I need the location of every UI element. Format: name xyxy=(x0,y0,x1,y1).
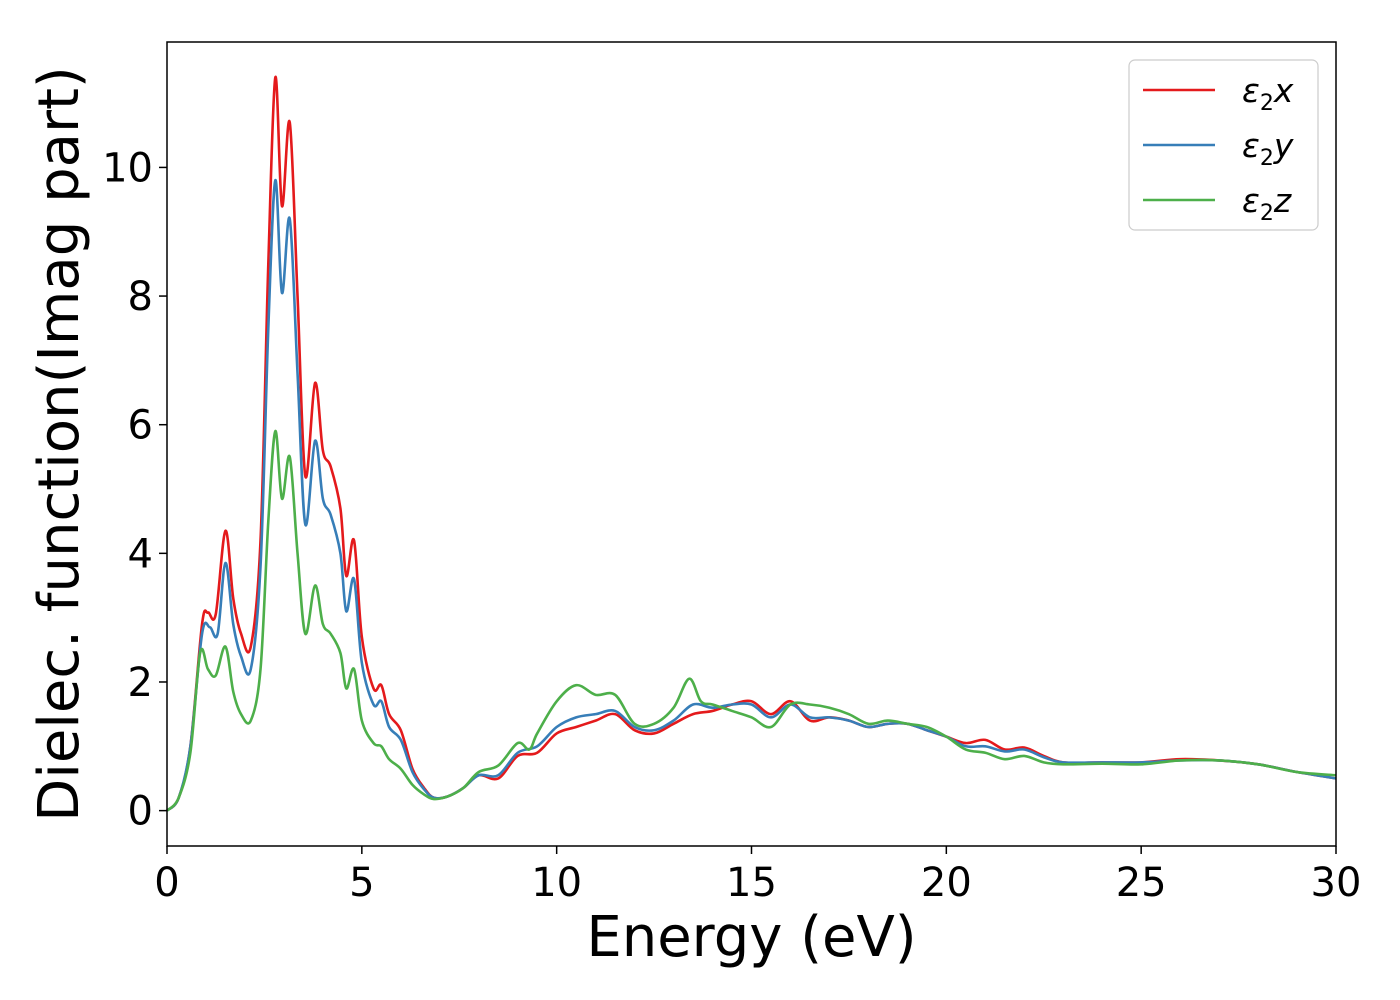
x-tick-label: 10 xyxy=(531,860,582,906)
x-tick-label: 0 xyxy=(154,860,179,906)
y-tick-label: 2 xyxy=(128,660,153,706)
x-tick-label: 30 xyxy=(1311,860,1362,906)
legend-box xyxy=(1128,59,1319,231)
legend-label-subscript: 2 xyxy=(1260,146,1274,171)
y-tick-label: 8 xyxy=(128,274,153,320)
y-tick-label: 4 xyxy=(128,531,153,577)
legend-label-symbol: ε xyxy=(1242,181,1260,220)
legend-label-symbol: ε xyxy=(1242,71,1260,110)
y-tick-label: 0 xyxy=(128,789,153,835)
legend-label-component: y xyxy=(1273,126,1294,165)
series-line-z xyxy=(166,429,1337,812)
x-tick-label: 15 xyxy=(726,860,777,906)
series-layer xyxy=(166,76,1337,812)
y-tick-label: 10 xyxy=(102,145,153,191)
y-tick-label: 6 xyxy=(128,403,153,449)
series-line-y xyxy=(166,178,1337,812)
x-tick-label: 5 xyxy=(349,860,374,906)
legend-label-subscript: 2 xyxy=(1260,201,1274,226)
legend-label: ε2x xyxy=(1242,71,1294,116)
y-axis: 0 2 4 6 8 10 xyxy=(102,145,167,835)
y-axis-label: Dielec. function(Imag part) xyxy=(27,66,92,822)
legend-label-component: x xyxy=(1273,71,1294,110)
legend-label-symbol: ε xyxy=(1242,126,1260,165)
x-tick-label: 20 xyxy=(921,860,972,906)
legend-label: ε2y xyxy=(1242,126,1294,171)
legend-label: ε2z xyxy=(1242,181,1292,226)
x-axis: 0 5 10 15 20 25 30 xyxy=(154,846,1361,906)
legend-label-subscript: 2 xyxy=(1260,91,1274,116)
legend-label-component: z xyxy=(1273,181,1292,220)
x-axis-label: Energy (eV) xyxy=(586,905,916,970)
x-tick-label: 25 xyxy=(1116,860,1167,906)
